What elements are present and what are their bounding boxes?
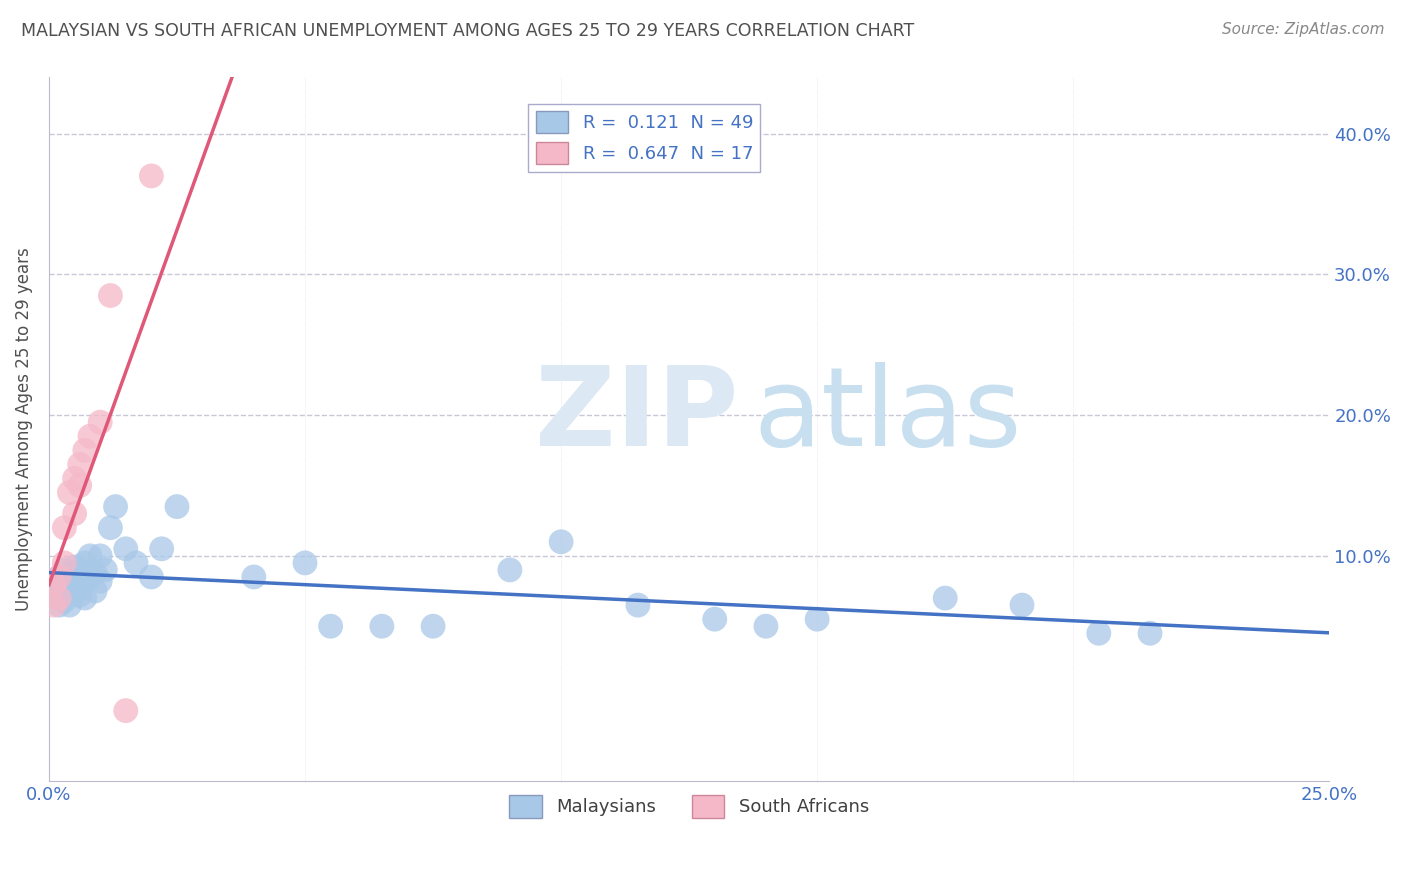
- Point: [73, 591, 96, 605]
- Point: [58, 566, 80, 580]
- Point: [48, 570, 70, 584]
- Point: [53, 594, 76, 608]
- Point: [58, 582, 80, 597]
- Point: [100, 521, 122, 535]
- Point: [150, 541, 173, 556]
- Point: [1088, 626, 1111, 640]
- Point: [243, 570, 266, 584]
- Point: [703, 612, 725, 626]
- Legend: Malaysians, South Africans: Malaysians, South Africans: [502, 789, 876, 825]
- Point: [141, 570, 163, 584]
- Point: [319, 619, 342, 633]
- Text: MALAYSIAN VS SOUTH AFRICAN UNEMPLOYMENT AMONG AGES 25 TO 29 YEARS CORRELATION CH: MALAYSIAN VS SOUTH AFRICAN UNEMPLOYMENT …: [21, 22, 914, 40]
- Point: [69, 458, 91, 472]
- Point: [58, 598, 80, 612]
- Point: [1011, 598, 1033, 612]
- Point: [42, 598, 65, 612]
- Point: [69, 588, 91, 602]
- Point: [166, 500, 188, 514]
- Point: [63, 571, 86, 585]
- Point: [73, 574, 96, 589]
- Point: [755, 619, 778, 633]
- Point: [42, 580, 65, 594]
- Point: [141, 169, 163, 183]
- Point: [63, 507, 86, 521]
- Point: [53, 521, 76, 535]
- Point: [48, 570, 70, 584]
- Point: [63, 585, 86, 599]
- Point: [84, 566, 107, 580]
- Point: [42, 577, 65, 591]
- Point: [499, 563, 522, 577]
- Point: [94, 563, 117, 577]
- Text: atlas: atlas: [754, 361, 1022, 468]
- Point: [73, 556, 96, 570]
- Point: [48, 598, 70, 612]
- Point: [104, 500, 127, 514]
- Point: [69, 563, 91, 577]
- Point: [63, 560, 86, 574]
- Text: Source: ZipAtlas.com: Source: ZipAtlas.com: [1222, 22, 1385, 37]
- Point: [48, 591, 70, 605]
- Point: [53, 563, 76, 577]
- Point: [114, 704, 136, 718]
- Point: [58, 485, 80, 500]
- Y-axis label: Unemployment Among Ages 25 to 29 years: Unemployment Among Ages 25 to 29 years: [15, 247, 32, 611]
- Point: [42, 588, 65, 602]
- Point: [371, 619, 394, 633]
- Point: [79, 549, 101, 563]
- Point: [89, 549, 111, 563]
- Point: [89, 415, 111, 429]
- Point: [53, 556, 76, 570]
- Point: [114, 541, 136, 556]
- Point: [550, 534, 572, 549]
- Point: [627, 598, 650, 612]
- Point: [69, 478, 91, 492]
- Point: [63, 471, 86, 485]
- Point: [934, 591, 956, 605]
- Point: [79, 429, 101, 443]
- Point: [806, 612, 828, 626]
- Point: [100, 288, 122, 302]
- Point: [48, 584, 70, 599]
- Point: [79, 570, 101, 584]
- Point: [422, 619, 444, 633]
- Point: [89, 574, 111, 589]
- Point: [42, 574, 65, 589]
- Point: [125, 556, 148, 570]
- Text: ZIP: ZIP: [536, 361, 740, 468]
- Point: [73, 443, 96, 458]
- Point: [84, 584, 107, 599]
- Point: [1139, 626, 1161, 640]
- Point: [53, 577, 76, 591]
- Point: [294, 556, 316, 570]
